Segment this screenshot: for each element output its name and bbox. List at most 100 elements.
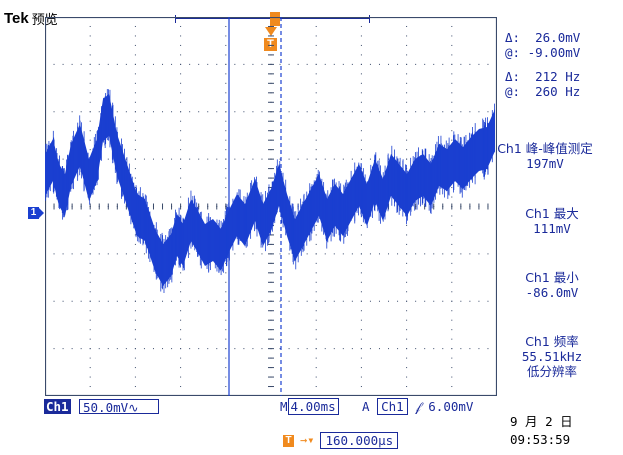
ch1-tag[interactable]: Ch1 [44, 399, 71, 414]
grid-dot [180, 111, 182, 113]
grid-dot [306, 63, 308, 65]
grid-dot [360, 243, 362, 245]
grid-dot [406, 272, 408, 274]
measurement-frequency: Ch1 频率 55.51kHz 低分辨率 [521, 334, 583, 379]
ch1-waveform [45, 89, 495, 294]
grid-dot [388, 63, 390, 65]
grid-dot [406, 120, 408, 122]
grid-dot [388, 300, 390, 302]
grid-dot [225, 338, 227, 340]
grid-dot [478, 300, 480, 302]
grid-dot [80, 253, 82, 255]
grid-dot [180, 367, 182, 369]
grid-dot [180, 130, 182, 132]
grid-dot [369, 63, 371, 65]
grid-dot [252, 63, 254, 65]
grid-dot [134, 35, 136, 37]
grid-dot [171, 158, 173, 160]
cursor-at-v: @: -9.00mV [505, 45, 581, 60]
grid-dot [406, 329, 408, 331]
grid-dot [89, 54, 91, 56]
grid-dot [116, 253, 118, 255]
grid-dot [225, 54, 227, 56]
grid-dot [134, 234, 136, 236]
grid-dot [333, 158, 335, 160]
trigger-point-icon [265, 27, 277, 36]
grid-dot [406, 82, 408, 84]
grid-dot [252, 253, 254, 255]
grid-dot [315, 149, 317, 151]
grid-dot [225, 82, 227, 84]
trigger-position-bar[interactable] [175, 12, 370, 26]
grid-dot [406, 54, 408, 56]
grid-dot [279, 111, 281, 113]
grid-dot [406, 291, 408, 293]
grid-dot [415, 63, 417, 65]
grid-dot [369, 111, 371, 113]
grid-dot [180, 329, 182, 331]
grid-dot [216, 111, 218, 113]
grid-dot [171, 300, 173, 302]
grid-dot [315, 54, 317, 56]
grid-dot [198, 158, 200, 160]
grid-dot [107, 158, 109, 160]
grid-dot [451, 262, 453, 264]
grid-dot [315, 234, 317, 236]
grid-dot [360, 310, 362, 312]
grid-dot [80, 63, 82, 65]
grid-dot [360, 262, 362, 264]
grid-dot [306, 300, 308, 302]
grid-dot [487, 300, 489, 302]
grid-dot [369, 300, 371, 302]
grid-dot [225, 35, 227, 37]
grid-dot [378, 348, 380, 350]
grid-dot [360, 234, 362, 236]
grid-dot [134, 319, 136, 321]
grid-dot [89, 120, 91, 122]
grid-dot [451, 73, 453, 75]
grid-dot [342, 300, 344, 302]
grid-dot [288, 300, 290, 302]
grid-dot [451, 120, 453, 122]
grid-dot [180, 63, 182, 65]
grid-dot [225, 357, 227, 359]
grid-dot [225, 92, 227, 94]
trigger-readout[interactable]: A Ch1 𝒻 6.00mV [362, 398, 474, 415]
grid-dot [243, 348, 245, 350]
grid-dot [306, 158, 308, 160]
grid-dot [189, 111, 191, 113]
trigger-delay[interactable]: T →▾ 160.000µs [283, 432, 399, 449]
trigger-position-marker[interactable] [270, 12, 280, 26]
grid-dot [89, 63, 91, 65]
grid-dot [315, 158, 317, 160]
timebase-readout[interactable]: M 4.00ms [280, 398, 339, 415]
grid-dot [134, 367, 136, 369]
grid-dot [406, 243, 408, 245]
grid-dot [134, 149, 136, 151]
grid-dot [360, 73, 362, 75]
grid-dot [252, 348, 254, 350]
grid-dot [180, 386, 182, 388]
ch1-scale[interactable]: 50.0mV∿ [79, 399, 159, 415]
grid-dot [433, 348, 435, 350]
grid-dot [315, 319, 317, 321]
grid-dot [351, 158, 353, 160]
grid-dot [134, 338, 136, 340]
grid-dot [225, 120, 227, 122]
grid-dot [80, 300, 82, 302]
grid-dot [360, 25, 362, 27]
trigger-flag[interactable]: T [264, 38, 277, 51]
grid-dot [261, 348, 263, 350]
ch1-ground-marker[interactable]: 1 [28, 207, 44, 219]
grid-dot [415, 111, 417, 113]
grid-dot [180, 177, 182, 179]
grid-dot [406, 367, 408, 369]
grid-dot [261, 300, 263, 302]
grid-dot [406, 386, 408, 388]
grid-dot [71, 253, 73, 255]
grid-dot [89, 215, 91, 217]
grid-dot [125, 348, 127, 350]
waveform-display[interactable] [45, 17, 497, 396]
grid-dot [225, 262, 227, 264]
grid-dot [451, 281, 453, 283]
